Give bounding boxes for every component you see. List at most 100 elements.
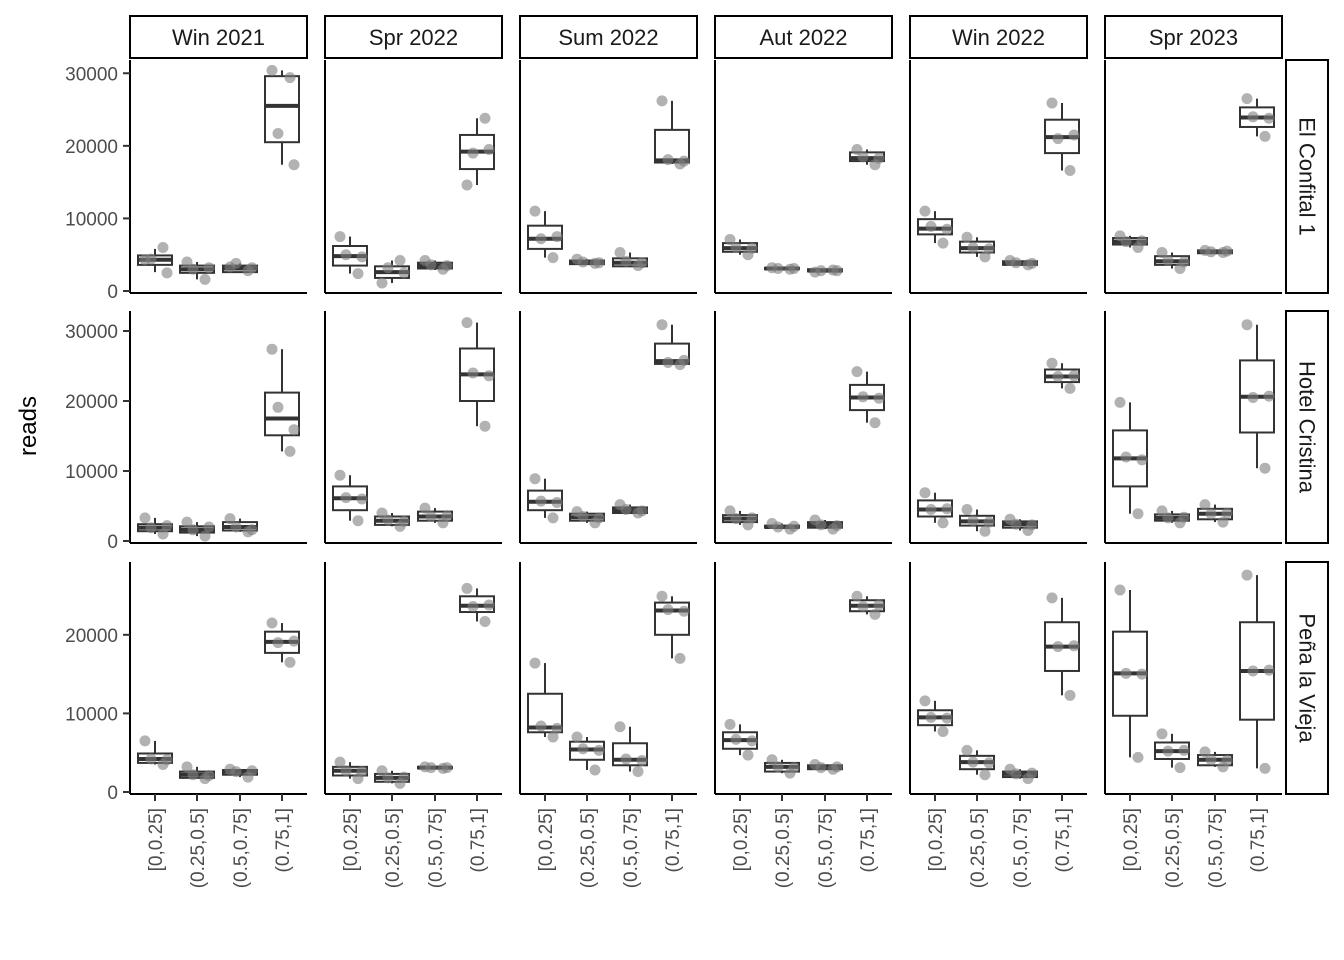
data-point	[547, 512, 559, 524]
data-point	[547, 731, 559, 743]
data-point	[851, 590, 863, 602]
data-point	[1132, 508, 1144, 520]
data-point	[1136, 668, 1148, 680]
x-tick-label: (0.5,0.75]	[1011, 808, 1032, 888]
data-point	[1026, 257, 1038, 269]
data-point	[1259, 130, 1271, 142]
data-point	[425, 259, 437, 271]
facet-strip-row	[1285, 310, 1329, 544]
data-point	[398, 515, 410, 527]
x-tick-label: (0.75,1]	[858, 808, 879, 872]
data-point	[772, 263, 784, 274]
data-point	[288, 635, 300, 647]
data-point	[656, 590, 668, 602]
data-point	[181, 516, 193, 528]
data-point	[199, 530, 211, 542]
data-point	[967, 756, 979, 768]
data-point	[983, 516, 995, 528]
data-point	[419, 502, 431, 514]
data-point	[1221, 245, 1233, 257]
data-point	[1221, 755, 1233, 767]
data-point	[656, 319, 668, 331]
data-point	[742, 749, 754, 761]
data-point	[334, 756, 346, 768]
facet-strip-row-label: El Confital 1	[1295, 117, 1320, 236]
data-point	[983, 757, 995, 769]
data-point	[1221, 507, 1233, 519]
data-point	[1241, 93, 1253, 105]
data-point	[334, 231, 346, 243]
data-point	[674, 652, 686, 664]
data-point	[1132, 751, 1144, 763]
data-point	[1064, 689, 1076, 701]
data-point	[662, 154, 674, 166]
x-tick-label: (0.5,0.75]	[621, 808, 642, 888]
y-tick-label: 0	[107, 532, 118, 553]
data-point	[230, 521, 242, 533]
data-point	[1068, 640, 1080, 652]
y-tick-label: 10000	[65, 462, 118, 483]
data-point	[678, 354, 690, 366]
data-point	[394, 255, 406, 267]
data-point	[1010, 518, 1022, 530]
data-point	[636, 257, 648, 269]
data-point	[467, 601, 479, 613]
data-point	[1263, 390, 1275, 402]
data-point	[1010, 768, 1022, 780]
y-tick-label: 10000	[65, 704, 118, 725]
data-point	[1064, 165, 1076, 177]
data-point	[145, 522, 157, 534]
data-point	[961, 744, 973, 756]
data-point	[925, 220, 937, 232]
data-point	[1259, 462, 1271, 474]
data-point	[746, 735, 758, 747]
data-point	[1068, 129, 1080, 141]
data-point	[551, 231, 563, 243]
data-point	[376, 277, 388, 289]
x-tick-label: (0.25,0.5]	[188, 808, 209, 888]
data-point	[1178, 256, 1190, 268]
x-tick-label: (0.75,1]	[663, 808, 684, 872]
data-point	[1114, 584, 1126, 596]
data-point	[979, 525, 991, 537]
data-point	[467, 367, 479, 379]
data-point	[441, 260, 453, 272]
data-point	[1199, 499, 1211, 511]
data-point	[1174, 762, 1186, 774]
data-point	[1114, 396, 1126, 408]
data-point	[1026, 767, 1038, 779]
y-tick-label: 0	[107, 783, 118, 804]
data-point	[161, 267, 173, 279]
x-tick-label: [0,0.25]	[341, 808, 362, 871]
data-point	[1241, 319, 1253, 331]
data-point	[831, 761, 843, 773]
x-tick-label: (0.5,0.75]	[816, 808, 837, 888]
data-point	[1205, 754, 1217, 766]
data-point	[1046, 357, 1058, 369]
x-tick-label: (0.75,1]	[1248, 808, 1269, 872]
data-point	[246, 765, 258, 777]
x-tick-label: (0.25,0.5]	[1163, 808, 1184, 888]
data-point	[788, 263, 800, 274]
y-tick-label: 20000	[65, 392, 118, 413]
data-point	[571, 731, 583, 743]
data-point	[1052, 371, 1064, 382]
data-point	[1247, 111, 1259, 123]
data-point	[1046, 592, 1058, 604]
box-iqr	[264, 75, 300, 144]
data-point	[340, 492, 352, 504]
data-point	[593, 512, 605, 524]
x-tick-label: (0.75,1]	[273, 808, 294, 872]
data-point	[730, 733, 742, 745]
data-point	[551, 497, 563, 508]
data-point	[382, 514, 394, 526]
data-point	[1263, 664, 1275, 676]
data-point	[284, 445, 296, 457]
data-point	[656, 95, 668, 107]
data-point	[425, 511, 437, 522]
data-point	[851, 366, 863, 378]
data-point	[145, 753, 157, 765]
data-point	[577, 743, 589, 755]
y-tick-label: 10000	[65, 209, 118, 230]
data-point	[551, 722, 563, 734]
